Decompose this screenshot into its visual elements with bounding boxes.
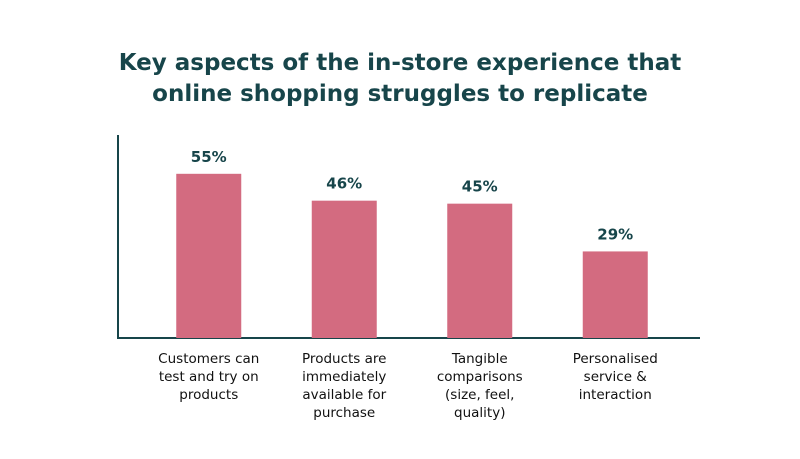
x-tick-label: Customers can test and try on products [158,351,260,403]
value-label: 45% [462,178,498,196]
chart-title: Key aspects of the in-store experience t… [118,50,682,107]
x-tick-label: Tangible comparisons (size, feel, qualit… [436,351,523,421]
bar [176,173,242,338]
value-label: 46% [326,175,362,193]
bar [311,200,377,338]
value-label: 29% [597,225,633,243]
x-tick-label: Products are immediately available for p… [302,351,387,421]
value-label: 55% [191,148,227,166]
bar [447,203,513,338]
bar [582,251,648,338]
x-tick-label: Personalised service & interaction [572,351,658,403]
